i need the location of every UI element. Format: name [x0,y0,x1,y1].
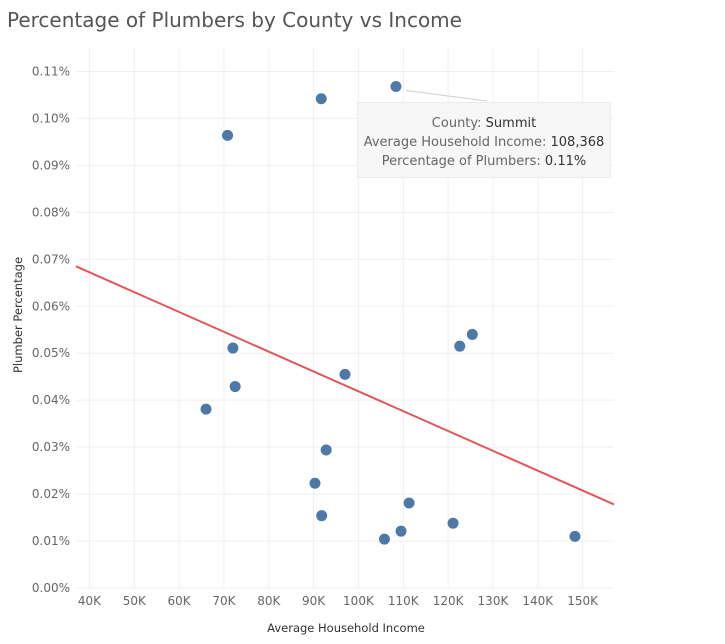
y-tick-label: 0.07% [32,252,70,266]
y-tick-label: 0.00% [32,581,70,595]
y-tick-label: 0.04% [32,393,70,407]
y-tick-label: 0.08% [32,205,70,219]
data-point[interactable] [378,533,390,545]
x-tick-label: 80K [257,594,281,608]
tooltip-label: Average Household Income: [363,135,547,150]
y-tick-label: 0.02% [32,487,70,501]
data-point[interactable] [200,403,212,415]
tooltip-value: 0.11% [544,154,587,169]
data-point[interactable] [390,81,402,93]
data-point[interactable] [227,342,239,354]
tooltip-row-percentage: Percentage of Plumbers: 0.11% [358,152,610,171]
tooltip-leader-layer [405,90,488,102]
y-tick-label: 0.10% [32,111,70,125]
tooltip-value: 108,368 [550,135,605,150]
x-tick-label: 40K [78,594,102,608]
x-tick-label: 150K [567,594,599,608]
y-tick-label: 0.01% [32,534,70,548]
x-tick-label: 120K [433,594,465,608]
data-point[interactable] [315,93,327,105]
data-point[interactable] [339,368,351,380]
trend-line [75,265,615,506]
chart-title: Percentage of Plumbers by County vs Inco… [7,8,462,32]
y-tick-label: 0.06% [32,299,70,313]
x-tick-label: 60K [168,594,192,608]
x-tick-label: 100K [343,594,375,608]
data-point[interactable] [229,381,241,393]
data-point[interactable] [395,525,407,537]
data-point[interactable] [569,530,581,542]
data-point[interactable] [454,340,466,352]
tooltip-label: Percentage of Plumbers: [381,154,541,169]
tooltip: County: Summit Average Household Income:… [357,102,611,178]
y-tick-label: 0.11% [32,64,70,78]
data-points [200,81,581,545]
trend-line-layer [75,265,615,506]
y-axis-title: Plumber Percentage [11,257,25,373]
tooltip-leader-line [405,90,488,102]
x-tick-label: 110K [388,594,420,608]
data-point[interactable] [447,517,459,529]
x-tick-label: 90K [302,594,326,608]
data-point[interactable] [309,477,321,489]
tooltip-label: County: [431,116,482,131]
data-point[interactable] [403,497,415,509]
x-tick-label: 140K [522,594,554,608]
tooltip-value: Summit [485,116,537,131]
data-point[interactable] [222,129,234,141]
x-axis-ticks: 40K 50K 60K 70K 80K 90K 100K 110K 120K 130K 140K 15… [78,594,599,608]
x-tick-label: 70K [212,594,236,608]
data-point[interactable] [320,444,332,456]
y-tick-label: 0.05% [32,346,70,360]
data-point[interactable] [466,328,478,340]
y-tick-label: 0.03% [32,440,70,454]
x-axis-title: Average Household Income [267,621,425,635]
tooltip-row-county: County: Summit [358,114,610,133]
tooltip-row-income: Average Household Income: 108,368 [358,133,610,152]
y-axis-ticks: 0.00% 0.01% 0.02% 0.03% 0.04% 0.05% 0.06% 0.07%… [32,64,70,595]
data-point[interactable] [316,510,328,522]
y-tick-label: 0.09% [32,158,70,172]
x-tick-label: 130K [478,594,510,608]
x-tick-label: 50K [123,594,147,608]
